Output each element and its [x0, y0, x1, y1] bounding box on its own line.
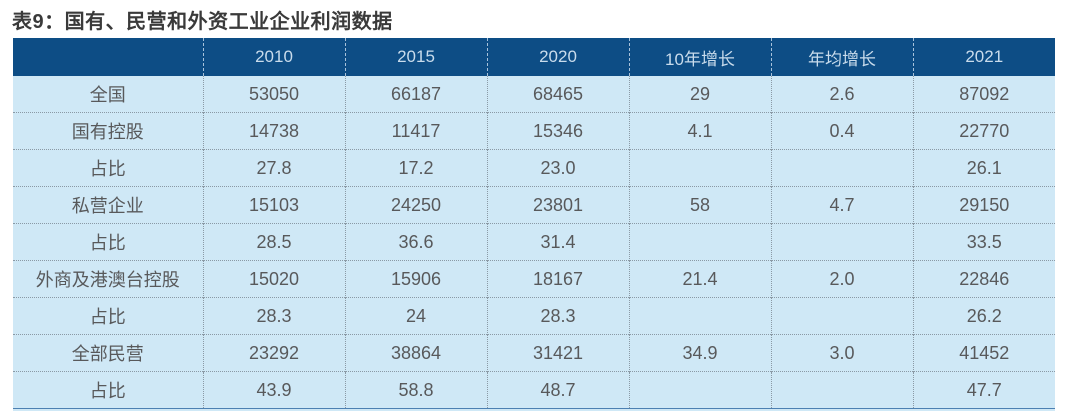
value-cell: 2.6 — [770, 76, 913, 113]
table-row: 占比 28.3 24 28.3 26.2 — [13, 297, 1055, 335]
value-cell — [770, 297, 913, 335]
row-label-cell: 占比 — [13, 149, 203, 187]
value-cell: 22770 — [912, 112, 1055, 150]
table-row: 全国 53050 66187 68465 29 2.6 87092 — [13, 76, 1055, 113]
value-cell: 11417 — [344, 112, 487, 150]
header-cell-2015: 2015 — [344, 38, 487, 76]
table-row: 全部民营 23292 38864 31421 34.9 3.0 41452 — [13, 334, 1055, 372]
value-cell: 36.6 — [344, 223, 487, 261]
value-cell: 58 — [628, 186, 771, 224]
value-cell: 15346 — [486, 112, 629, 150]
row-label-cell: 全国 — [13, 76, 203, 113]
value-cell: 28.5 — [202, 223, 345, 261]
value-cell: 18167 — [486, 260, 629, 298]
value-cell: 29 — [628, 76, 771, 113]
value-cell: 3.0 — [770, 334, 913, 372]
value-cell: 38864 — [344, 334, 487, 372]
value-cell: 29150 — [912, 186, 1055, 224]
value-cell: 26.1 — [912, 149, 1055, 187]
value-cell: 53050 — [202, 76, 345, 113]
value-cell: 24 — [344, 297, 487, 335]
header-cell-empty — [13, 38, 203, 76]
value-cell: 87092 — [912, 76, 1055, 113]
header-cell-2020: 2020 — [486, 38, 629, 76]
value-cell: 15906 — [344, 260, 487, 298]
value-cell: 24250 — [344, 186, 487, 224]
value-cell: 23292 — [202, 334, 345, 372]
value-cell: 66187 — [344, 76, 487, 113]
header-cell-2010: 2010 — [202, 38, 345, 76]
bottom-rule-gap — [13, 409, 1055, 411]
value-cell — [770, 371, 913, 409]
table-row: 占比 27.8 17.2 23.0 26.1 — [13, 149, 1055, 187]
value-cell: 14738 — [202, 112, 345, 150]
value-cell: 4.1 — [628, 112, 771, 150]
value-cell: 47.7 — [912, 371, 1055, 409]
value-cell: 41452 — [912, 334, 1055, 372]
row-label-cell: 全部民营 — [13, 334, 203, 372]
value-cell: 58.8 — [344, 371, 487, 409]
profit-data-table: 2010 2015 2020 10年增长 年均增长 2021 全国 53050 66187 68… — [13, 38, 1055, 409]
value-cell — [628, 149, 771, 187]
value-cell: 23.0 — [486, 149, 629, 187]
header-cell-10年增长: 10年增长 — [628, 38, 771, 76]
table-body: 全国 53050 66187 68465 29 2.6 87092 国有控股 14738 1141… — [13, 76, 1055, 409]
value-cell: 34.9 — [628, 334, 771, 372]
row-label-cell: 占比 — [13, 223, 203, 261]
value-cell: 27.8 — [202, 149, 345, 187]
value-cell: 68465 — [486, 76, 629, 113]
row-label-cell: 占比 — [13, 371, 203, 409]
value-cell: 22846 — [912, 260, 1055, 298]
table-row: 占比 28.5 36.6 31.4 33.5 — [13, 223, 1055, 261]
value-cell — [628, 297, 771, 335]
value-cell: 43.9 — [202, 371, 345, 409]
row-label-cell: 占比 — [13, 297, 203, 335]
value-cell: 28.3 — [486, 297, 629, 335]
value-cell: 28.3 — [202, 297, 345, 335]
value-cell: 21.4 — [628, 260, 771, 298]
table-row: 国有控股 14738 11417 15346 4.1 0.4 22770 — [13, 112, 1055, 150]
header-cell-2021: 2021 — [912, 38, 1055, 76]
value-cell: 0.4 — [770, 112, 913, 150]
value-cell: 33.5 — [912, 223, 1055, 261]
value-cell: 48.7 — [486, 371, 629, 409]
table-row: 私营企业 15103 24250 23801 58 4.7 29150 — [13, 186, 1055, 224]
table-header: 2010 2015 2020 10年增长 年均增长 2021 — [13, 38, 1055, 76]
row-label-cell: 私营企业 — [13, 186, 203, 224]
value-cell — [628, 223, 771, 261]
header-cell-年均增长: 年均增长 — [770, 38, 913, 76]
value-cell: 31421 — [486, 334, 629, 372]
row-label-cell: 外商及港澳台控股 — [13, 260, 203, 298]
table-row: 外商及港澳台控股 15020 15906 18167 21.4 2.0 22846 — [13, 260, 1055, 298]
value-cell — [770, 149, 913, 187]
value-cell: 15103 — [202, 186, 345, 224]
value-cell: 15020 — [202, 260, 345, 298]
profit-table-container: 2010 2015 2020 10年增长 年均增长 2021 全国 53050 66187 68… — [13, 38, 1056, 411]
value-cell: 26.2 — [912, 297, 1055, 335]
value-cell: 2.0 — [770, 260, 913, 298]
value-cell: 17.2 — [344, 149, 487, 187]
value-cell — [770, 223, 913, 261]
table-row: 占比 43.9 58.8 48.7 47.7 — [13, 371, 1055, 409]
value-cell: 4.7 — [770, 186, 913, 224]
value-cell — [628, 371, 771, 409]
value-cell: 23801 — [486, 186, 629, 224]
value-cell: 31.4 — [486, 223, 629, 261]
header-row: 2010 2015 2020 10年增长 年均增长 2021 — [13, 38, 1055, 76]
table-title: 表9：国有、民营和外资工业企业利润数据 — [12, 11, 393, 33]
row-label-cell: 国有控股 — [13, 112, 203, 150]
